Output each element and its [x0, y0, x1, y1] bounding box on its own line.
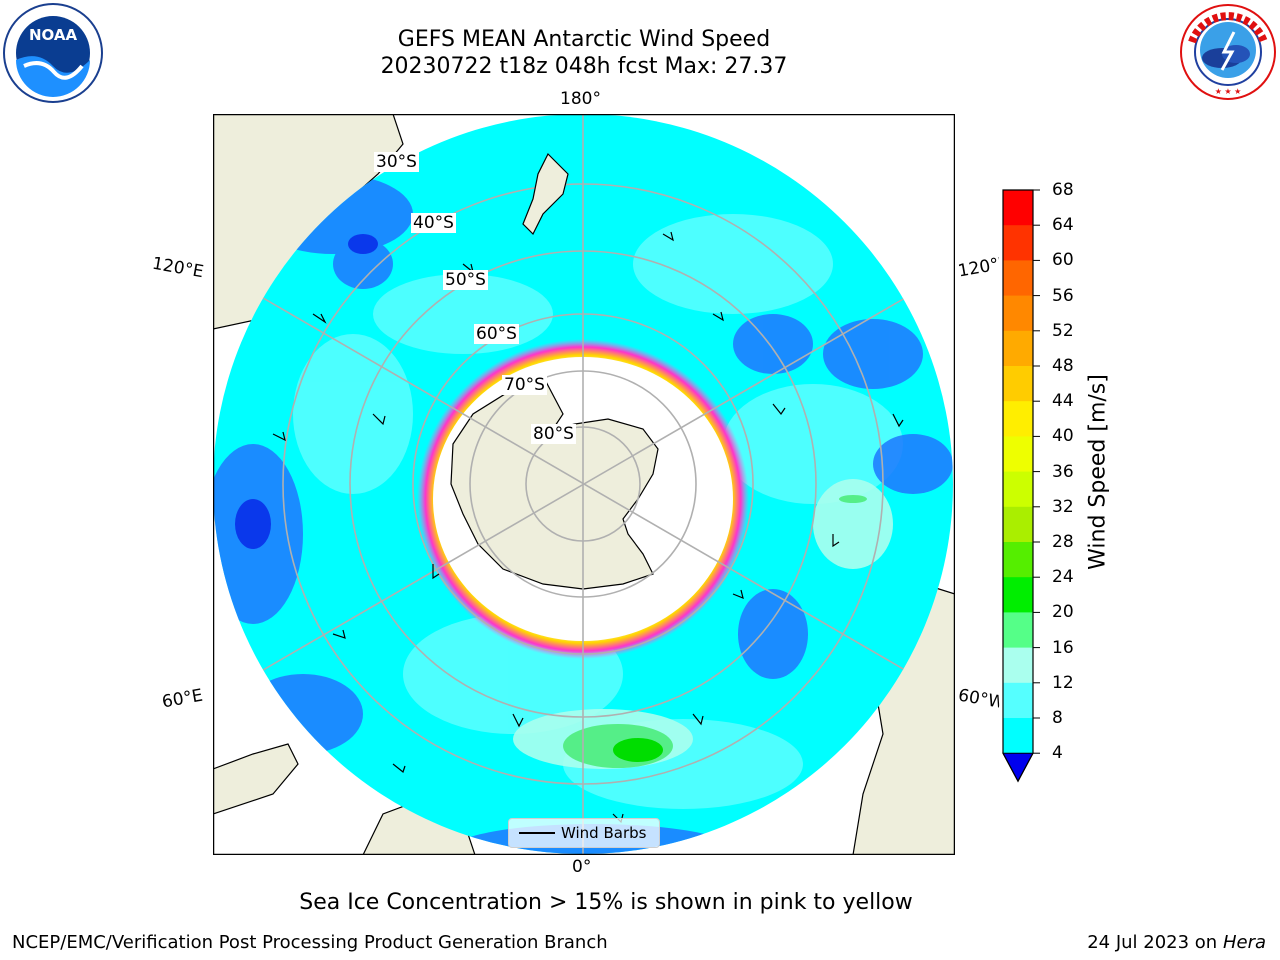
- noaa-logo-text: NOAA: [29, 26, 78, 44]
- chart-title: GEFS MEAN Antarctic Wind Speed: [397, 27, 771, 52]
- colorbar-band: [1003, 577, 1033, 613]
- latitude-label-50s: 50°S: [443, 270, 488, 290]
- colorbar-extend-arrow: [1002, 752, 1034, 783]
- colorbar-title: Wind Speed [m/s]: [1085, 374, 1111, 570]
- sea-ice-note: Sea Ice Concentration > 15% is shown in …: [299, 890, 913, 915]
- footer-date: 24 Jul 2023 on Hera: [1087, 932, 1266, 953]
- longitude-label-180: 180°: [560, 89, 601, 109]
- colorbar-band: [1003, 366, 1033, 402]
- colorbar-tick-label: 52: [1052, 320, 1074, 341]
- colorbar-tick-label: 8: [1052, 708, 1063, 728]
- colorbar-tick-label: 32: [1052, 496, 1074, 517]
- colorbar-band: [1003, 612, 1033, 649]
- colorbar-tick-label: 60: [1052, 250, 1074, 271]
- latitude-label-40s: 40°S: [411, 213, 456, 233]
- longitude-label-0: 0°: [572, 857, 592, 877]
- antarctic-wind-map: [213, 114, 955, 855]
- footer-credit: NCEP/EMC/Verification Post Processing Pr…: [12, 932, 608, 953]
- latitude-label-80s: 80°S: [531, 424, 576, 444]
- footer-host: Hera: [1222, 932, 1266, 953]
- colorbar-tick-label: 28: [1052, 532, 1074, 552]
- colorbar: [1002, 189, 1040, 783]
- colorbar-band: [1003, 260, 1033, 297]
- chart-subtitle: 20230722 t18z 048h fcst Max: 27.37: [380, 54, 788, 79]
- new-zealand-land: [522, 152, 569, 236]
- colorbar-tick-label: 48: [1052, 356, 1074, 376]
- colorbar-tick-label: 12: [1052, 672, 1074, 693]
- graticule: [213, 114, 953, 854]
- colorbar-band: [1003, 471, 1033, 508]
- colorbar-tick-label: 20: [1052, 602, 1074, 623]
- longitude-label-120e: 120°E: [150, 253, 206, 283]
- colorbar-band: [1003, 295, 1033, 332]
- colorbar-band: [1003, 190, 1033, 226]
- national-weather-service-logo: ★ ★ ★: [1180, 4, 1276, 100]
- svg-text:★ ★ ★: ★ ★ ★: [1215, 87, 1242, 96]
- colorbar-band: [1003, 542, 1033, 578]
- colorbar-band: [1003, 225, 1033, 261]
- longitude-label-60e: 60°E: [160, 685, 205, 713]
- colorbar-tick-label: 64: [1052, 215, 1074, 236]
- colorbar-tick-label: 36: [1052, 461, 1074, 482]
- latitude-label-70s: 70°S: [502, 375, 547, 395]
- map-legend: Wind Barbs: [508, 818, 660, 848]
- colorbar-band: [1003, 647, 1033, 684]
- longitude-label-60w: 60°W: [956, 685, 1002, 713]
- longitude-label-120w: 120°W: [956, 254, 1002, 282]
- colorbar-tick-label: 68: [1052, 180, 1074, 200]
- legend-label: Wind Barbs: [561, 824, 647, 842]
- wind-barb-legend-line: [519, 832, 555, 834]
- colorbar-tick-label: 16: [1052, 637, 1074, 658]
- colorbar-band: [1003, 330, 1033, 367]
- colorbar-tick-label: 44: [1052, 391, 1074, 412]
- colorbar-band: [1003, 682, 1033, 719]
- colorbar-tick-label: 56: [1052, 285, 1074, 306]
- wind-barbs: [272, 231, 904, 824]
- footer-date-text: 24 Jul 2023 on: [1087, 932, 1223, 953]
- colorbar-tick-label: 40: [1052, 426, 1074, 447]
- colorbar-tick-label: 24: [1052, 567, 1074, 588]
- colorbar-band: [1003, 401, 1033, 437]
- colorbar-band: [1003, 718, 1033, 754]
- latitude-label-30s: 30°S: [374, 152, 419, 172]
- colorbar-band: [1003, 436, 1033, 473]
- colorbar-tick-label: 4: [1052, 743, 1063, 764]
- latitude-label-60s: 60°S: [474, 324, 519, 344]
- noaa-logo: NOAA: [3, 3, 103, 103]
- colorbar-band: [1003, 506, 1033, 543]
